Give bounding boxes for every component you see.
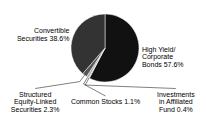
svg-text:High Yield/CorporateBonds 57.6: High Yield/CorporateBonds 57.6% [142, 46, 184, 68]
svg-text:Common Stocks 1.1%: Common Stocks 1.1% [71, 98, 140, 105]
svg-text:ConvertibleSecurities 38.6%: ConvertibleSecurities 38.6% [17, 27, 70, 42]
svg-text:Investmentsin AffiliatedFund 0: Investmentsin AffiliatedFund 0.4% [157, 91, 195, 113]
svg-text:StructuredEquity-LinkedSecurit: StructuredEquity-LinkedSecurities 2.3% [11, 91, 60, 113]
